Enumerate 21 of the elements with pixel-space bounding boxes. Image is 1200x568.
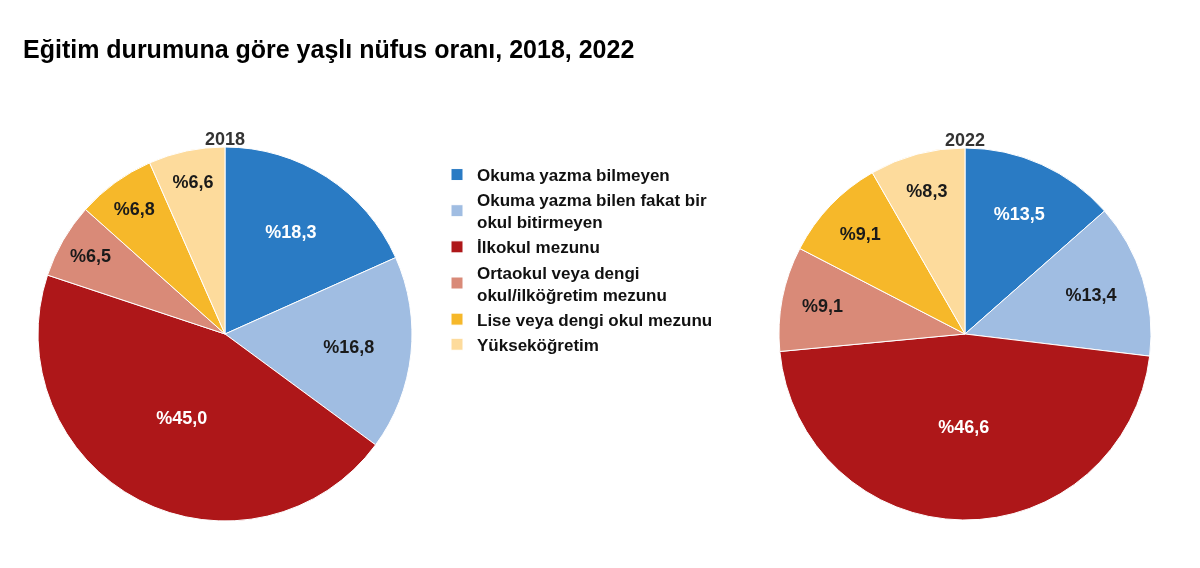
legend-label: Yükseköğretim	[477, 335, 599, 355]
data-label: %46,6	[938, 417, 990, 438]
data-label: %6,6	[172, 172, 214, 193]
slice-label: 2018	[204, 129, 246, 149]
data-label: %6,8	[113, 199, 155, 220]
data-label: %16,8	[323, 337, 375, 358]
data-label: %9,1	[802, 296, 844, 317]
data-label: %45,0	[156, 407, 208, 428]
legend-label: İlkokul mezunu	[477, 238, 600, 258]
data-label: %6,5	[69, 246, 111, 267]
data-label: %8,3	[906, 181, 948, 202]
chart-title: Eğitim durumuna göre yaşlı nüfus oranı, 2018, 2022	[23, 34, 635, 63]
legend-label: Ortaokul veya dengi okul/ilköğretim mezunu	[477, 263, 667, 305]
slice-label: 2022	[944, 130, 986, 150]
data-label: %13,5	[993, 203, 1045, 224]
legend-label: Okuma yazma bilmeyen	[477, 166, 670, 186]
legend-label: Lise veya dengi okul mezunu	[477, 310, 713, 330]
legend-label: Okuma yazma bilen fakat bir okul bitirmeyen	[477, 191, 707, 233]
data-label: %18,3	[265, 222, 317, 243]
data-label: %9,1	[839, 223, 881, 244]
data-label: %13,4	[1065, 284, 1117, 305]
